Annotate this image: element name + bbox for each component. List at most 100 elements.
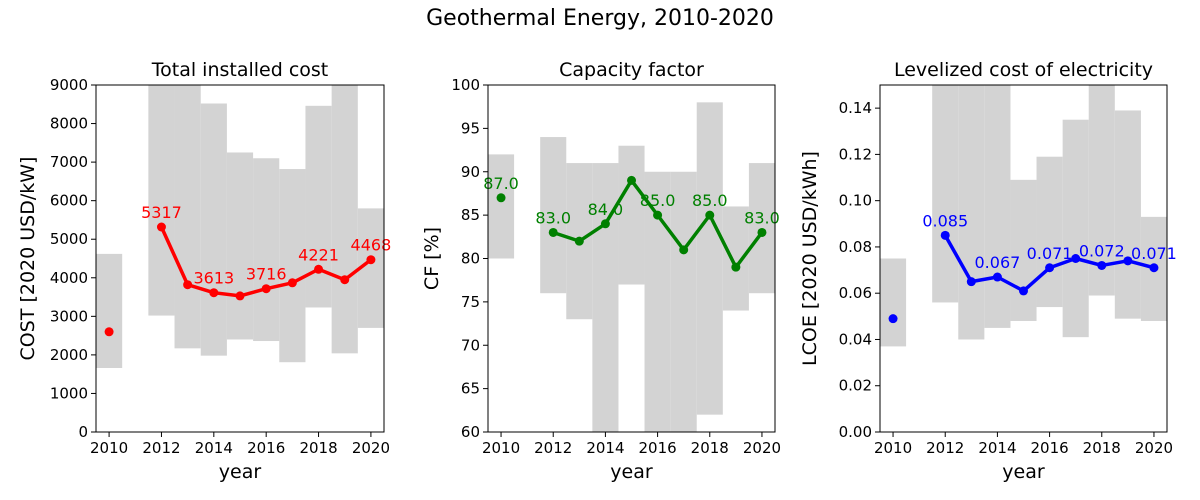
lcoe-range-bar-2013 — [958, 85, 985, 340]
cost-y-axis-label: COST [2020 USD/kW] — [17, 157, 39, 361]
lcoe-x-tick-label-2020: 2020 — [1135, 439, 1173, 457]
cost-point-2015 — [235, 291, 245, 301]
cf-range-bar-2018 — [696, 102, 723, 415]
lcoe-point-2019 — [1123, 256, 1133, 266]
cost-point-2010 — [104, 327, 114, 337]
cost-x-tick-label-2016: 2016 — [247, 439, 285, 457]
cf-point-2017 — [679, 245, 689, 255]
cf-y-tick-label-3: 75 — [461, 293, 480, 311]
cost-y-tick-label-4: 4000 — [50, 269, 88, 287]
lcoe-panel-title: Levelized cost of electricity — [894, 59, 1153, 81]
lcoe-y-tick-label-1: 0.02 — [839, 377, 872, 395]
lcoe-data-label-2016: 0.071 — [1027, 244, 1073, 263]
lcoe-point-2018 — [1097, 260, 1107, 270]
cf-range-bar-2012 — [540, 137, 567, 294]
lcoe-y-axis-label: LCOE [2020 USD/kWh] — [799, 151, 821, 366]
cf-point-2010 — [496, 193, 506, 203]
cost-range-bar-2013 — [174, 85, 201, 349]
lcoe-data-label-2014: 0.067 — [975, 253, 1021, 272]
cf-x-tick-label-2010: 2010 — [482, 439, 520, 457]
lcoe-axes-frame — [879, 84, 1168, 433]
lcoe-data-label-2020: 0.071 — [1131, 244, 1177, 263]
cost-y-tick-label-9: 9000 — [50, 76, 88, 94]
lcoe-range-bar-2017 — [1062, 119, 1089, 338]
cf-range-bar-2010 — [488, 154, 515, 259]
cost-point-2013 — [183, 280, 193, 290]
cost-range-bar-2017 — [279, 169, 306, 363]
cf-y-axis-label: CF [%] — [421, 227, 443, 290]
lcoe-point-2013 — [966, 277, 976, 287]
cost-y-tick-label-2: 2000 — [50, 346, 88, 364]
cost-range-bar-2014 — [200, 103, 227, 356]
cf-y-tick-label-5: 85 — [461, 206, 480, 224]
cost-data-label-2014: 3613 — [193, 269, 234, 288]
lcoe-y-tick-label-4: 0.08 — [839, 238, 872, 256]
lcoe-range-bar-2018 — [1088, 85, 1115, 296]
cf-x-tick-label-2016: 2016 — [638, 439, 676, 457]
lcoe-range-bar-2015 — [1010, 179, 1037, 321]
lcoe-range-bar-2014 — [984, 85, 1011, 328]
cf-range-bar-2015 — [618, 145, 645, 285]
lcoe-range-bar-2012 — [932, 85, 959, 303]
lcoe-x-tick-label-2010: 2010 — [874, 439, 912, 457]
cost-y-tick-label-0: 0 — [78, 423, 88, 441]
lcoe-point-2015 — [1019, 286, 1028, 296]
cf-y-tick-label-2: 70 — [461, 336, 480, 354]
cf-data-label-2014: 84.0 — [588, 200, 624, 219]
cost-point-2020 — [366, 255, 376, 265]
lcoe-x-tick-label-2016: 2016 — [1030, 439, 1068, 457]
cf-y-tick-label-0: 60 — [461, 423, 480, 441]
cf-y-tick-label-1: 65 — [461, 380, 480, 398]
cf-x-tick-label-2014: 2014 — [586, 439, 624, 457]
cost-data-label-2020: 4468 — [351, 236, 392, 255]
cost-y-tick-label-5: 5000 — [50, 230, 88, 248]
lcoe-point-2016 — [1045, 263, 1055, 273]
lcoe-y-tick-label-0: 0.00 — [839, 423, 872, 441]
lcoe-x-tick-label-2014: 2014 — [978, 439, 1016, 457]
lcoe-data-label-2012: 0.085 — [922, 211, 968, 230]
cost-point-2012 — [156, 222, 166, 232]
lcoe-point-2020 — [1149, 263, 1159, 273]
cf-y-tick-label-4: 80 — [461, 250, 480, 268]
cost-panel-title: Total installed cost — [151, 59, 329, 81]
cost-point-2017 — [287, 278, 297, 288]
cf-point-2018 — [705, 210, 715, 220]
lcoe-y-tick-label-7: 0.14 — [839, 99, 872, 117]
cf-point-2013 — [574, 236, 584, 246]
cost-range-bar-2019 — [331, 85, 358, 354]
lcoe-range-bar-2019 — [1114, 110, 1141, 319]
cost-point-2016 — [261, 284, 271, 294]
cost-point-2014 — [209, 288, 219, 298]
cf-x-tick-label-2018: 2018 — [691, 439, 729, 457]
cost-y-tick-label-6: 6000 — [50, 192, 88, 210]
lcoe-point-2017 — [1071, 254, 1081, 263]
cf-x-axis-label: year — [610, 461, 653, 483]
cost-y-tick-label-8: 8000 — [50, 115, 88, 133]
cost-x-tick-label-2020: 2020 — [352, 439, 390, 457]
lcoe-x-tick-label-2018: 2018 — [1083, 439, 1121, 457]
lcoe-y-tick-label-6: 0.12 — [839, 145, 872, 163]
cost-range-bar-2016 — [253, 158, 280, 342]
cf-point-2020 — [757, 227, 767, 237]
figure-title: Geothermal Energy, 2010-2020 — [426, 6, 774, 31]
lcoe-data-label-2018: 0.072 — [1079, 241, 1125, 260]
cf-point-2016 — [653, 210, 663, 220]
cost-x-tick-label-2012: 2012 — [142, 439, 180, 457]
cost-data-label-2012: 5317 — [141, 203, 182, 222]
cost-x-tick-label-2010: 2010 — [90, 439, 128, 457]
cf-data-label-2012: 83.0 — [535, 208, 571, 227]
cost-y-tick-label-7: 7000 — [50, 153, 88, 171]
cost-range-bar-2018 — [305, 105, 332, 308]
cf-y-tick-label-8: 100 — [451, 76, 480, 94]
cf-data-label-2016: 85.0 — [640, 191, 676, 210]
lcoe-point-2014 — [992, 272, 1002, 282]
cost-y-tick-label-3: 3000 — [50, 307, 88, 325]
cost-x-axis-label: year — [219, 461, 262, 483]
cost-x-tick-label-2014: 2014 — [195, 439, 233, 457]
cf-point-2015 — [627, 175, 636, 185]
cost-point-2018 — [314, 264, 324, 274]
cf-point-2014 — [600, 219, 610, 229]
cf-x-tick-label-2012: 2012 — [534, 439, 572, 457]
